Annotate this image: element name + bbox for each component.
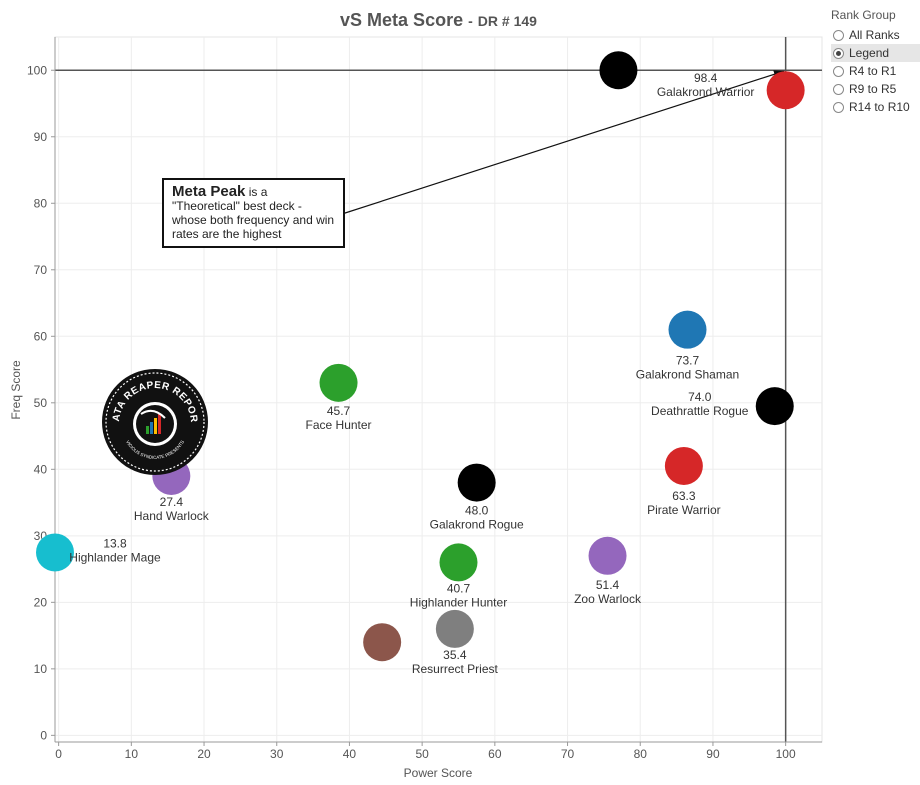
y-tick-label: 0 <box>40 728 47 742</box>
title-separator: - <box>468 13 473 29</box>
rank-option-label: R9 to R5 <box>849 82 897 96</box>
radio-icon[interactable] <box>833 65 844 77</box>
radio-icon[interactable] <box>833 101 844 113</box>
point-value-label: 35.4 <box>443 648 467 662</box>
x-tick-label: 60 <box>488 747 502 761</box>
point-name-label: Zoo Warlock <box>574 592 642 606</box>
reference-lines <box>55 37 822 742</box>
x-tick-label: 50 <box>415 747 429 761</box>
x-tick-label: 40 <box>343 747 357 761</box>
point-zoo-warlock <box>588 536 627 575</box>
y-tick-label: 40 <box>34 462 48 476</box>
rank-option-r14-r10[interactable]: R14 to R10 <box>831 98 920 116</box>
rank-option-r9-r5[interactable]: R9 to R5 <box>831 80 920 98</box>
radio-icon[interactable] <box>833 83 844 95</box>
point-name-label: Highlander Mage <box>69 550 161 564</box>
x-tick-label: 70 <box>561 747 575 761</box>
point-value-label: 51.4 <box>596 578 620 592</box>
chart-title: vS Meta Score - DR # 149 <box>55 10 822 31</box>
rank-option-legend[interactable]: Legend <box>831 44 920 62</box>
point-name-label: Deathrattle Rogue <box>651 404 749 418</box>
annotation-arrow <box>341 70 785 215</box>
annotation-bold-text: Meta Peak <box>172 183 246 200</box>
y-tick-label: 80 <box>34 196 48 210</box>
point-pirate-warrior <box>664 446 703 485</box>
point-value-label: 48.0 <box>465 504 489 518</box>
point-highlander-mage <box>36 533 74 572</box>
radio-icon[interactable] <box>833 29 844 41</box>
point-value-label: 73.7 <box>676 354 700 368</box>
chart-subtitle: DR # 149 <box>477 13 537 29</box>
point-name-label: Galakrond Shaman <box>636 368 739 382</box>
point-name-label: Face Hunter <box>306 418 372 432</box>
rank-group-title: Rank Group <box>831 8 896 22</box>
rank-option-all-ranks[interactable]: All Ranks <box>831 26 920 44</box>
point-value-label: 13.8 <box>103 536 127 550</box>
x-axis-title: Power Score <box>404 766 473 780</box>
point-resurrect-priest <box>435 609 474 648</box>
rank-option-label: All Ranks <box>849 28 900 42</box>
point-galakrond-rogue <box>457 463 496 502</box>
point-meta-peak <box>599 51 638 90</box>
x-tick-label: 0 <box>55 747 62 761</box>
y-tick-label: 70 <box>34 263 48 277</box>
rank-option-label: R4 to R1 <box>849 64 897 78</box>
rank-option-r4-r1[interactable]: R4 to R1 <box>831 62 920 80</box>
point-value-label: 40.7 <box>447 581 471 595</box>
point-value-label: 45.7 <box>327 404 351 418</box>
point-galakrond-warrior <box>766 71 805 110</box>
point-unlabeled <box>363 623 402 662</box>
annotation-text: is a "Theoretical" best deck - whose bot… <box>172 185 335 241</box>
point-name-label: Resurrect Priest <box>412 662 499 676</box>
y-tick-label: 20 <box>34 595 48 609</box>
point-value-label: 27.4 <box>160 495 184 509</box>
x-tick-label: 10 <box>125 747 139 761</box>
radio-icon[interactable] <box>833 47 844 59</box>
x-tick-label: 90 <box>706 747 720 761</box>
chart-title-main: vS Meta Score <box>340 10 464 30</box>
point-name-label: Hand Warlock <box>134 509 210 523</box>
rank-group-filter: Rank Group All Ranks Legend R4 to R1 R9 … <box>831 8 920 116</box>
y-tick-label: 10 <box>34 662 48 676</box>
x-tick-label: 80 <box>634 747 648 761</box>
point-value-label: 98.4 <box>694 71 718 85</box>
x-tick-label: 100 <box>776 747 796 761</box>
point-value-label: 74.0 <box>688 390 712 404</box>
y-axis-title: Freq Score <box>9 360 23 420</box>
annotation-arrow-line <box>341 70 785 215</box>
y-tick-label: 60 <box>34 329 48 343</box>
point-name-label: Galakrond Rogue <box>430 518 524 532</box>
point-value-label: 63.3 <box>672 489 696 503</box>
point-name-label: Pirate Warrior <box>647 503 721 517</box>
rank-option-label: R14 to R10 <box>849 100 910 114</box>
x-tick-label: 20 <box>197 747 211 761</box>
data-reaper-report-logo: DATA REAPER REPORT VICIOUS SYNDICATE PRE… <box>101 368 208 475</box>
axes: Power Score Freq Score 0 10 20 30 40 50 60 70 80… <box>9 37 822 780</box>
rank-option-label: Legend <box>849 46 890 60</box>
point-name-label: Highlander Hunter <box>410 595 507 609</box>
data-points <box>36 51 805 662</box>
y-tick-label: 50 <box>34 396 48 410</box>
meta-peak-annotation: Meta Peak is a "Theoretical" best deck -… <box>162 178 345 248</box>
y-tick-label: 90 <box>34 130 48 144</box>
y-tick-label: 100 <box>27 63 47 77</box>
point-face-hunter <box>319 363 358 402</box>
point-highlander-hunter <box>439 543 478 582</box>
point-deathrattle-rogue <box>755 387 794 426</box>
point-galakrond-shaman <box>668 310 707 349</box>
point-name-label: Galakrond Warrior <box>657 85 755 99</box>
x-tick-label: 30 <box>270 747 284 761</box>
